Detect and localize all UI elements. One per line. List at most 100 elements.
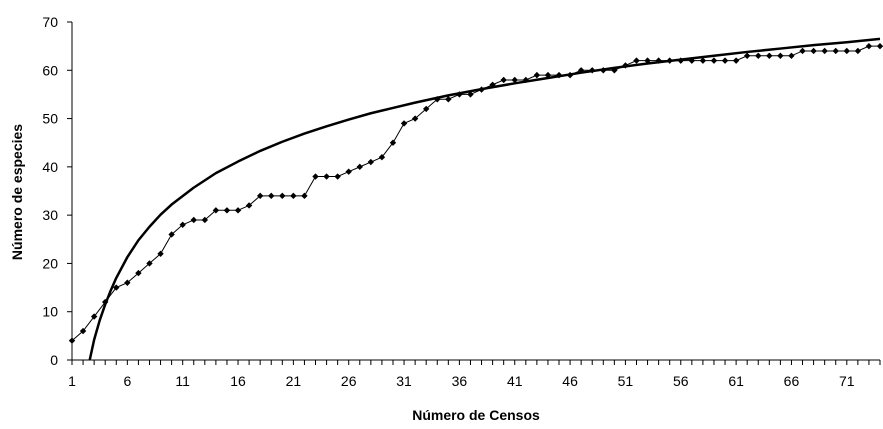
observed-species-point [666,57,673,64]
y-tick-label: 50 [42,111,58,127]
observed-species-point [743,52,751,59]
observed-species-point [68,337,76,344]
x-tick-label: 11 [175,373,190,389]
x-axis-title: Número de Censos [412,407,540,423]
observed-species-point [511,76,518,84]
observed-species-point [157,250,164,257]
observed-species-point [500,76,507,84]
plot-area [68,37,883,361]
x-tick-label: 66 [784,373,800,389]
observed-species-point [90,313,98,320]
observed-species-point [234,207,242,214]
observed-species-point [832,47,839,55]
observed-species-point [788,52,795,59]
y-tick-label: 0 [50,352,58,368]
observed-species-point [334,173,341,180]
observed-species-point [633,57,640,64]
observed-species-point [799,47,806,55]
observed-species-point [389,139,397,146]
observed-species-point [312,173,319,180]
y-axis: 0 10 20 30 40 50 60 70 [42,14,73,368]
observed-species-point [290,192,297,200]
observed-species-point [622,62,629,69]
x-ticks: 1 6 11 16 21 26 31 36 41 46 51 56 61 66 71 [68,360,881,389]
observed-species-point [323,173,330,180]
observed-species-point [256,192,264,200]
observed-species-point [268,192,275,200]
observed-species-point [356,163,363,171]
y-tick-label: 60 [42,62,58,78]
y-tick-label: 40 [42,159,58,175]
y-ticks: 0 10 20 30 40 50 60 70 [42,14,72,368]
observed-species-point [577,67,585,74]
observed-species-point [456,91,463,98]
x-tick-label: 46 [562,373,578,389]
observed-species-point [489,81,496,88]
observed-species-point [79,327,87,335]
fitted-curve [88,37,881,361]
observed-species-point [124,279,131,286]
observed-species-point [467,91,474,98]
y-tick-label: 10 [42,304,58,320]
observed-species-point [611,67,618,74]
observed-species-point [854,47,862,55]
observed-species-point [378,154,386,161]
observed-species-point [445,96,452,103]
x-tick-label: 26 [341,373,357,389]
observed-species-point [688,57,696,64]
x-tick-label: 41 [507,373,523,389]
x-axis: 1 6 11 16 21 26 31 36 41 46 51 56 61 66 71 [68,359,881,389]
y-tick-label: 70 [42,14,58,30]
observed-species-point [102,298,109,306]
observed-species-point [179,221,186,228]
observed-species-point [422,105,430,113]
observed-species-point [555,71,563,79]
observed-species-point [135,269,142,277]
observed-species-point [345,168,352,175]
observed-species-point [710,57,718,64]
x-tick-label: 16 [230,373,246,389]
observed-species-point [544,71,552,79]
observed-species-point [644,57,651,64]
x-tick-label: 36 [452,373,468,389]
observed-species-point [434,96,441,103]
observed-species-point [301,192,308,200]
observed-species-point [810,47,817,55]
x-tick-label: 56 [673,373,689,389]
observed-species-point [411,115,419,122]
observed-species-point [677,57,684,64]
observed-species-point [699,57,707,64]
observed-species-point [876,42,883,50]
x-tick-label: 6 [123,373,131,389]
observed-species-point [655,57,662,64]
x-tick-label: 61 [728,373,744,389]
observed-species-point [865,42,873,50]
observed-species-point [168,231,175,238]
observed-species-point [777,52,784,59]
x-tick-label: 21 [286,373,302,389]
observed-species-point [843,47,850,55]
observed-species-point [755,52,762,59]
observed-species-point [522,76,530,84]
x-tick-label: 71 [839,373,855,389]
x-tick-label: 51 [618,373,634,389]
observed-species-point [146,260,153,267]
x-tick-label: 31 [396,373,412,389]
observed-species-point [589,67,596,74]
y-tick-label: 20 [42,255,58,271]
observed-species-point [245,202,253,209]
observed-species-point [821,47,828,55]
observed-species-point [600,67,607,74]
observed-species-point [212,207,220,214]
observed-species-point [201,216,209,224]
y-tick-label: 30 [42,207,58,223]
observed-species-point [400,120,408,127]
observed-species-point [766,52,773,59]
observed-species-point [190,216,197,224]
observed-species-point [732,57,740,64]
observed-species-point [533,71,541,79]
observed-species-point [367,158,375,166]
y-axis-title: Número de especies [9,124,25,260]
observed-species-point [566,71,574,79]
